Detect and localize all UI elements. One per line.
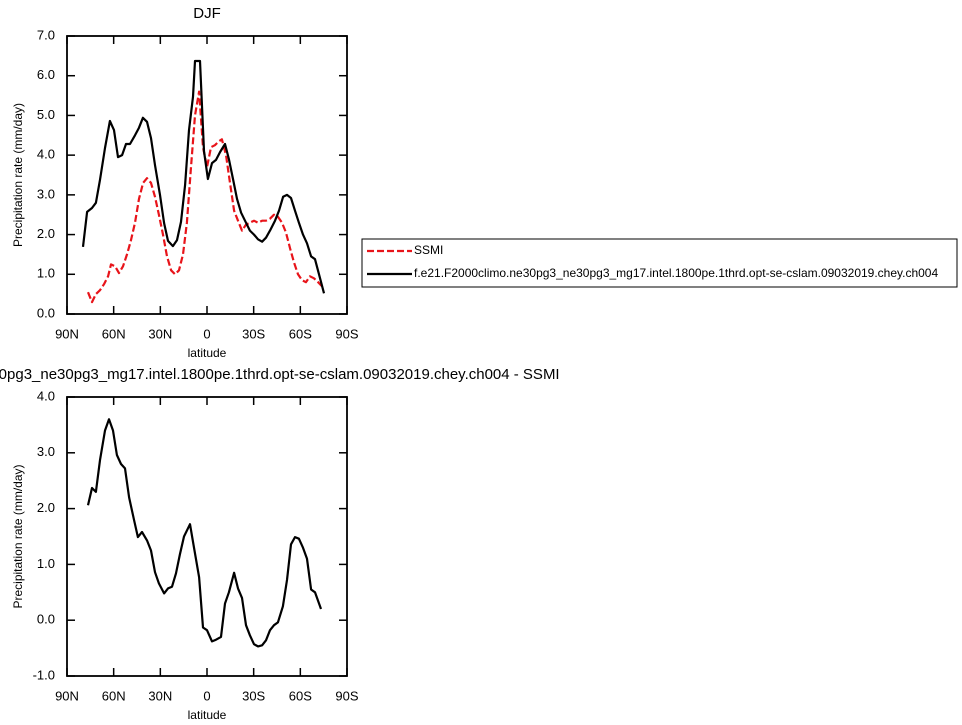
legend-label: SSMI <box>414 243 443 257</box>
legend-box <box>361 238 958 288</box>
x-tick-label: 60S <box>289 326 312 341</box>
legend-label: f.e21.F2000climo.ne30pg3_ne30pg3_mg17.in… <box>414 266 938 280</box>
y-tick-label: 0.0 <box>37 305 55 320</box>
x-tick-label: 90S <box>335 688 358 703</box>
x-tick-label: 90S <box>335 326 358 341</box>
y-tick-label: 4.0 <box>37 388 55 403</box>
chart-title: DJF <box>193 5 221 22</box>
x-tick-label: 60S <box>289 688 312 703</box>
x-tick-label: 0 <box>203 688 210 703</box>
data-line <box>81 59 326 294</box>
x-axis-label: latitude <box>188 346 227 360</box>
x-tick-label: 90N <box>55 688 79 703</box>
plot-frame <box>66 396 348 677</box>
y-tick-label: 4.0 <box>37 147 55 162</box>
x-tick-label: 30N <box>148 688 172 703</box>
y-tick-label: 5.0 <box>37 107 55 122</box>
y-tick-label: 0.0 <box>37 612 55 627</box>
x-tick-label: 90N <box>55 326 79 341</box>
y-tick-label: 1.0 <box>37 556 55 571</box>
x-tick-label: 30S <box>242 688 265 703</box>
chart-title: f.e21.F2000climo.ne30pg3_ne30pg3_mg17.in… <box>0 366 560 383</box>
x-tick-label: 60N <box>102 326 126 341</box>
plot-frame <box>66 35 348 315</box>
y-axis-label: Precipitation rate (mm/day) <box>11 103 25 247</box>
y-tick-label: 1.0 <box>37 266 55 281</box>
x-tick-label: 60N <box>102 688 126 703</box>
legend: SSMI f.e21.F2000climo.ne30pg3_ne30pg3_mg1… <box>361 238 958 288</box>
y-tick-label: 3.0 <box>37 186 55 201</box>
data-line <box>86 418 323 648</box>
y-tick-label: 6.0 <box>37 67 55 82</box>
x-tick-label: 30S <box>242 326 265 341</box>
y-tick-label: 7.0 <box>37 27 55 42</box>
y-tick-label: 2.0 <box>37 226 55 241</box>
y-tick-label: -1.0 <box>33 667 55 682</box>
data-line <box>86 90 323 304</box>
x-axis-label: latitude <box>188 708 227 722</box>
x-tick-label: 30N <box>148 326 172 341</box>
y-tick-label: 3.0 <box>37 444 55 459</box>
x-tick-label: 0 <box>203 326 210 341</box>
y-axis-label: Precipitation rate (mm/day) <box>11 464 25 608</box>
y-tick-label: 2.0 <box>37 500 55 515</box>
